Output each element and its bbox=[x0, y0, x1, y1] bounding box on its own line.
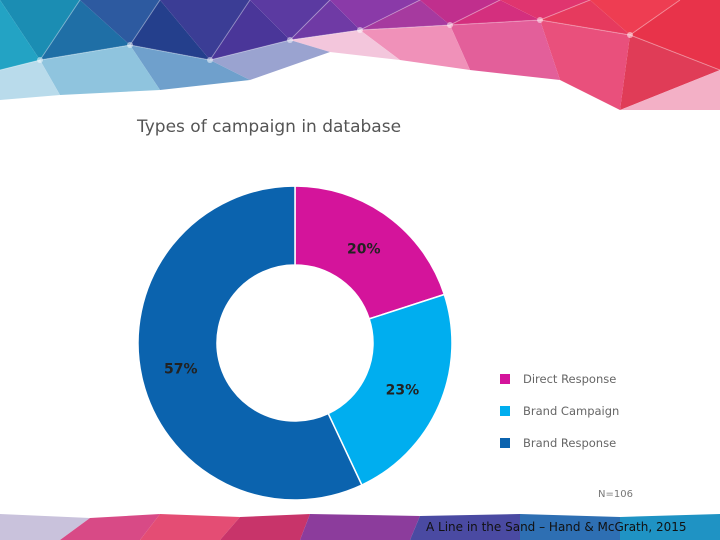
legend-swatch bbox=[500, 406, 510, 416]
legend-swatch bbox=[500, 438, 510, 448]
slice-value-label: 20% bbox=[347, 241, 381, 257]
legend-label: Brand Response bbox=[523, 436, 616, 450]
donut-slice-brand-response bbox=[137, 185, 363, 501]
sample-size-note: N=106 bbox=[598, 489, 633, 500]
decorative-header-banner bbox=[0, 0, 720, 110]
chart-title: Types of campaign in database bbox=[136, 117, 401, 137]
legend-label: Direct Response bbox=[523, 372, 616, 386]
slice-value-label: 23% bbox=[386, 382, 420, 398]
slice-value-label: 57% bbox=[164, 362, 198, 378]
decorative-footer-banner bbox=[0, 514, 720, 540]
legend-label: Brand Campaign bbox=[523, 404, 619, 418]
source-citation: A Line in the Sand – Hand & McGrath, 201… bbox=[426, 520, 687, 534]
legend-swatch bbox=[500, 374, 510, 384]
donut-slice-direct-response bbox=[294, 185, 446, 320]
donut-slice-brand-campaign bbox=[327, 293, 453, 487]
